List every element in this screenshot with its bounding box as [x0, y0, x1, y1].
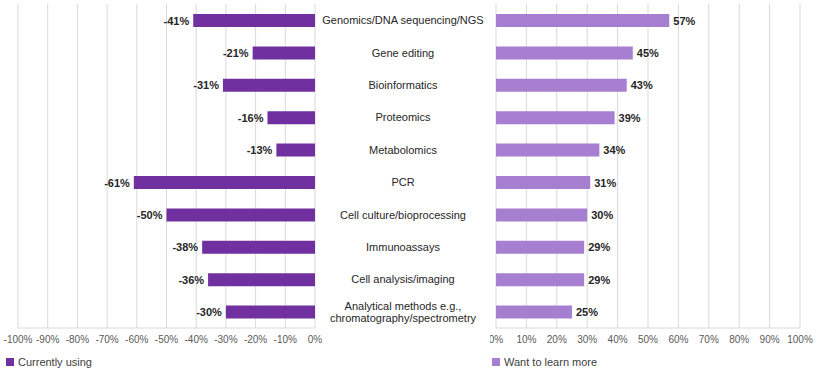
- svg-text:57%: 57%: [673, 15, 695, 27]
- svg-text:90%: 90%: [760, 334, 780, 345]
- svg-text:45%: 45%: [637, 47, 659, 59]
- svg-text:0%: 0%: [490, 334, 503, 345]
- svg-text:-20%: -20%: [244, 334, 267, 345]
- svg-text:-80%: -80%: [66, 334, 89, 345]
- svg-text:-90%: -90%: [36, 334, 59, 345]
- svg-text:70%: 70%: [699, 334, 719, 345]
- svg-text:60%: 60%: [668, 334, 688, 345]
- svg-text:-13%: -13%: [247, 144, 273, 156]
- svg-text:80%: 80%: [729, 334, 749, 345]
- svg-text:25%: 25%: [576, 306, 598, 318]
- svg-text:0%: 0%: [308, 334, 323, 345]
- svg-text:-16%: -16%: [238, 112, 264, 124]
- svg-text:-31%: -31%: [193, 79, 219, 91]
- svg-text:-21%: -21%: [223, 47, 249, 59]
- svg-text:Analytical methods e.g.,chroma: Analytical methods e.g.,chromatography/s…: [330, 300, 477, 324]
- svg-text:-38%: -38%: [172, 241, 198, 253]
- svg-text:-50%: -50%: [137, 209, 163, 221]
- svg-text:29%: 29%: [588, 274, 610, 286]
- svg-text:-30%: -30%: [196, 306, 222, 318]
- svg-text:Proteomics: Proteomics: [375, 111, 431, 123]
- svg-text:39%: 39%: [619, 112, 641, 124]
- svg-text:-100%: -100%: [8, 334, 33, 345]
- svg-text:100%: 100%: [787, 334, 813, 345]
- svg-text:-40%: -40%: [185, 334, 208, 345]
- svg-text:10%: 10%: [516, 334, 536, 345]
- svg-text:Cell analysis/imaging: Cell analysis/imaging: [351, 273, 454, 285]
- svg-text:PCR: PCR: [391, 176, 414, 188]
- svg-text:Bioinformatics: Bioinformatics: [368, 79, 438, 91]
- svg-text:Genomics/DNA sequencing/NGS: Genomics/DNA sequencing/NGS: [322, 14, 483, 26]
- svg-text:30%: 30%: [577, 334, 597, 345]
- svg-text:-60%: -60%: [125, 334, 148, 345]
- svg-text:-36%: -36%: [178, 274, 204, 286]
- svg-text:Immunoassays: Immunoassays: [366, 241, 440, 253]
- svg-text:-10%: -10%: [274, 334, 297, 345]
- svg-text:-70%: -70%: [95, 334, 118, 345]
- svg-text:40%: 40%: [608, 334, 628, 345]
- svg-text:-61%: -61%: [104, 177, 130, 189]
- svg-text:30%: 30%: [591, 209, 613, 221]
- svg-text:43%: 43%: [631, 79, 653, 91]
- html-text:Want to learn more: Want to learn more: [504, 356, 598, 368]
- svg-text:20%: 20%: [547, 334, 567, 345]
- svg-text:29%: 29%: [588, 241, 610, 253]
- svg-text:Cell culture/bioprocessing: Cell culture/bioprocessing: [340, 209, 466, 221]
- svg-text:-30%: -30%: [214, 334, 237, 345]
- svg-text:31%: 31%: [594, 177, 616, 189]
- svg-text:50%: 50%: [638, 334, 658, 345]
- html-text:Currently using: Currently using: [18, 356, 92, 368]
- svg-text:Gene editing: Gene editing: [372, 47, 434, 59]
- svg-text:-50%: -50%: [155, 334, 178, 345]
- svg-text:34%: 34%: [603, 144, 625, 156]
- svg-text:Metabolomics: Metabolomics: [369, 144, 437, 156]
- svg-text:-41%: -41%: [164, 15, 190, 27]
